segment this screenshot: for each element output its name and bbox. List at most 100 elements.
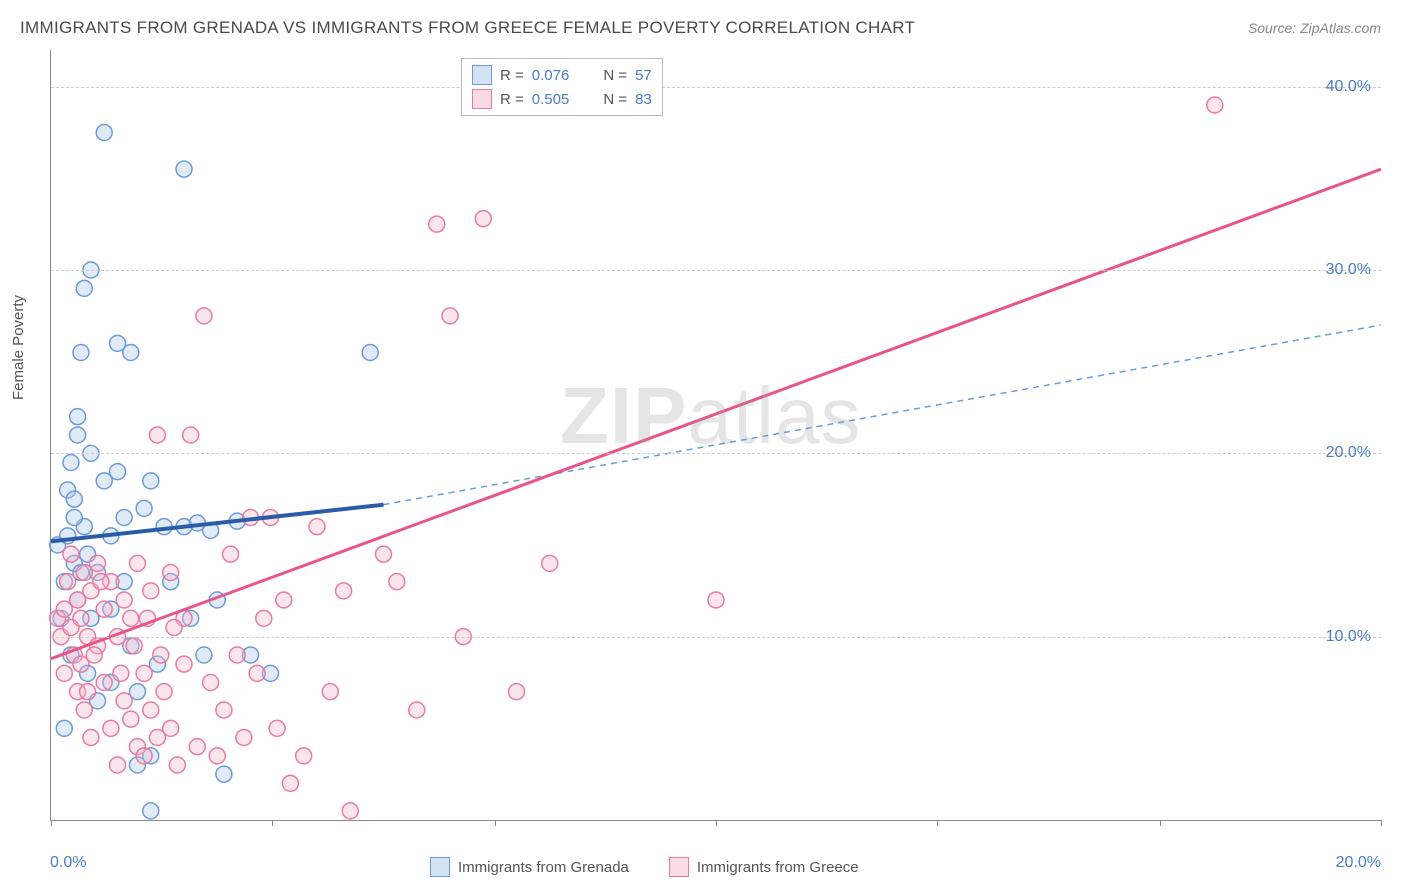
data-point	[322, 684, 338, 700]
data-point	[136, 500, 152, 516]
y-tick-label: 20.0%	[1326, 444, 1371, 462]
data-point	[509, 684, 525, 700]
data-point	[223, 546, 239, 562]
source-label: Source: ZipAtlas.com	[1248, 20, 1381, 36]
data-point	[96, 601, 112, 617]
data-point	[93, 574, 109, 590]
data-point	[116, 693, 132, 709]
data-point	[143, 583, 159, 599]
data-point	[116, 592, 132, 608]
data-point	[236, 730, 252, 746]
data-point	[229, 647, 245, 663]
data-point	[83, 730, 99, 746]
data-point	[60, 574, 76, 590]
chart-title: IMMIGRANTS FROM GRENADA VS IMMIGRANTS FR…	[20, 18, 915, 38]
data-point	[56, 720, 72, 736]
x-tick-mark	[716, 820, 717, 826]
data-point	[1207, 97, 1223, 113]
data-point	[90, 555, 106, 571]
legend-r-prefix: R =	[500, 67, 524, 84]
data-point	[196, 308, 212, 324]
data-point	[143, 803, 159, 819]
x-tick-min: 0.0%	[50, 854, 86, 872]
chart-plot-area: R = 0.076N = 57R = 0.505N = 83 10.0%20.0…	[50, 50, 1381, 821]
data-point	[296, 748, 312, 764]
legend-stat-row: R = 0.076N = 57	[472, 63, 652, 87]
legend-swatch	[472, 89, 492, 109]
gridline-h	[51, 453, 1381, 454]
data-point	[249, 665, 265, 681]
data-point	[116, 510, 132, 526]
x-tick-mark	[1160, 820, 1161, 826]
data-point	[110, 757, 126, 773]
gridline-h	[51, 87, 1381, 88]
legend-r-prefix: R =	[500, 91, 524, 108]
legend-r-value: 0.076	[532, 67, 570, 84]
data-point	[63, 455, 79, 471]
data-point	[203, 675, 219, 691]
legend-series-item: Immigrants from Greece	[669, 857, 859, 877]
y-tick-label: 10.0%	[1326, 628, 1371, 646]
data-point	[56, 665, 72, 681]
data-point	[442, 308, 458, 324]
data-point	[269, 720, 285, 736]
x-tick-mark	[272, 820, 273, 826]
correlation-legend: R = 0.076N = 57R = 0.505N = 83	[461, 58, 663, 116]
data-point	[136, 748, 152, 764]
data-point	[216, 702, 232, 718]
data-point	[169, 757, 185, 773]
data-point	[156, 684, 172, 700]
legend-n-value: 83	[635, 91, 652, 108]
legend-series-item: Immigrants from Grenada	[430, 857, 629, 877]
data-point	[542, 555, 558, 571]
gridline-h	[51, 637, 1381, 638]
data-point	[110, 464, 126, 480]
data-point	[103, 720, 119, 736]
data-point	[66, 510, 82, 526]
legend-n-prefix: N =	[603, 67, 627, 84]
data-point	[196, 647, 212, 663]
legend-swatch	[472, 65, 492, 85]
data-point	[76, 280, 92, 296]
data-point	[409, 702, 425, 718]
data-point	[149, 427, 165, 443]
data-point	[708, 592, 724, 608]
legend-series-label: Immigrants from Grenada	[458, 859, 629, 876]
data-point	[123, 610, 139, 626]
legend-swatch	[669, 857, 689, 877]
data-point	[209, 748, 225, 764]
x-tick-mark	[1381, 820, 1382, 826]
legend-stat-row: R = 0.505N = 83	[472, 87, 652, 111]
data-point	[183, 427, 199, 443]
data-point	[70, 427, 86, 443]
gridline-h	[51, 270, 1381, 271]
data-point	[256, 610, 272, 626]
data-point	[143, 702, 159, 718]
data-point	[143, 473, 159, 489]
x-tick-mark	[495, 820, 496, 826]
y-axis-label: Female Poverty	[10, 295, 27, 400]
data-point	[96, 675, 112, 691]
legend-swatch	[430, 857, 450, 877]
data-point	[336, 583, 352, 599]
data-point	[153, 647, 169, 663]
data-point	[163, 720, 179, 736]
scatter-plot-svg	[51, 50, 1381, 820]
series-legend: Immigrants from Grenada Immigrants from G…	[430, 857, 859, 877]
trend-line	[51, 169, 1381, 659]
data-point	[342, 803, 358, 819]
data-point	[80, 684, 96, 700]
data-point	[176, 161, 192, 177]
data-point	[70, 409, 86, 425]
x-tick-mark	[51, 820, 52, 826]
x-tick-max: 20.0%	[1336, 854, 1381, 872]
data-point	[362, 345, 378, 361]
data-point	[76, 702, 92, 718]
data-point	[276, 592, 292, 608]
data-point	[113, 665, 129, 681]
data-point	[475, 211, 491, 227]
x-tick-mark	[937, 820, 938, 826]
data-point	[73, 345, 89, 361]
data-point	[73, 610, 89, 626]
data-point	[376, 546, 392, 562]
